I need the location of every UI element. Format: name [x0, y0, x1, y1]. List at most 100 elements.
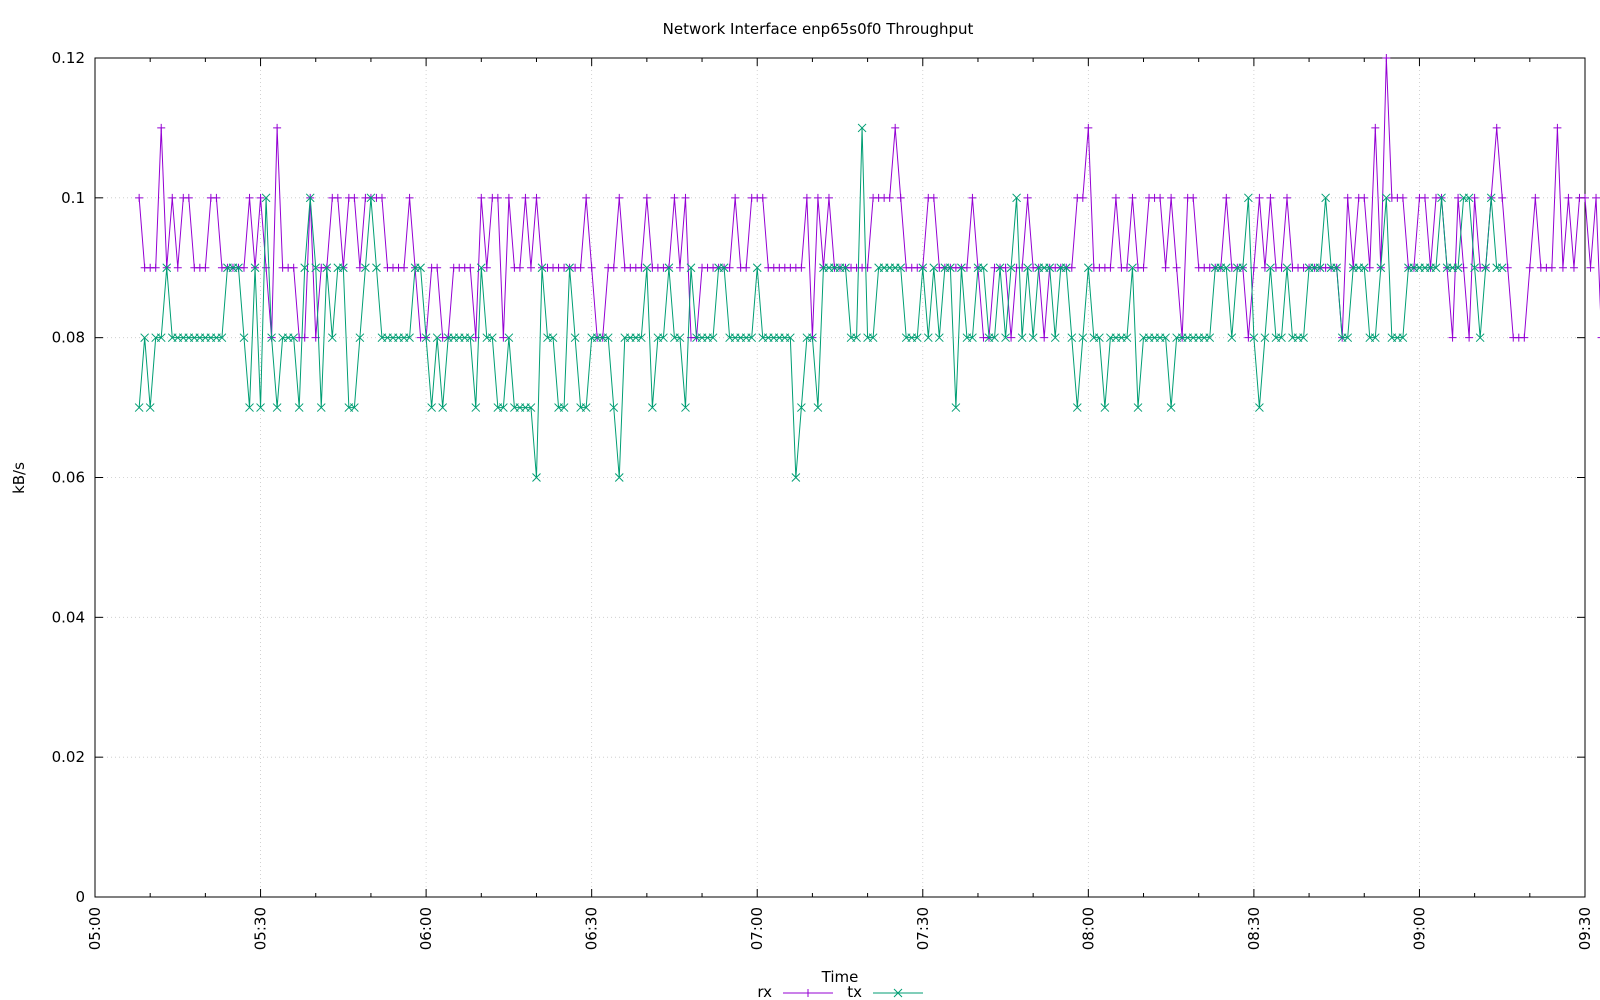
data-point-tx	[1315, 263, 1325, 273]
series-rx	[135, 54, 1600, 342]
data-point-tx	[350, 403, 359, 412]
data-point-rx	[477, 193, 486, 202]
data-point-tx	[1061, 263, 1071, 273]
data-point-tx	[1453, 263, 1463, 273]
data-point-rx	[1277, 263, 1286, 272]
data-point-tx	[1100, 403, 1110, 412]
data-point-rx	[405, 193, 414, 202]
data-point-rx	[1111, 193, 1120, 202]
data-point-tx	[968, 333, 977, 343]
data-point-rx	[797, 263, 806, 272]
data-point-rx	[400, 263, 409, 272]
data-point-rx	[1067, 263, 1076, 272]
data-point-rx	[742, 263, 751, 272]
data-point-rx	[1569, 263, 1578, 272]
data-point-rx	[1398, 193, 1407, 202]
data-point-rx	[1078, 193, 1087, 202]
data-point-tx	[565, 263, 574, 273]
data-point-rx	[433, 263, 442, 272]
x-tick-label: 08:00	[1079, 907, 1097, 950]
data-point-rx	[1343, 193, 1352, 202]
data-point-tx	[526, 403, 536, 412]
data-point-tx	[1244, 193, 1253, 203]
data-point-rx	[515, 263, 524, 272]
data-point-tx	[361, 263, 370, 273]
data-point-tx	[1370, 333, 1380, 343]
data-point-tx	[1249, 333, 1259, 343]
data-point-tx	[300, 263, 310, 273]
data-point-tx	[636, 333, 646, 343]
data-point-tx	[659, 333, 668, 343]
data-point-tx	[438, 403, 448, 412]
data-point-tx	[857, 123, 867, 133]
data-point-rx	[609, 263, 618, 272]
data-point-tx	[532, 473, 541, 482]
x-tick-label: 05:00	[86, 907, 104, 950]
y-tick-label: 0.04	[52, 608, 85, 626]
data-point-tx	[1128, 263, 1137, 273]
data-point-rx	[245, 193, 254, 202]
data-point-tx	[979, 263, 988, 273]
data-point-rx	[184, 193, 193, 202]
data-point-rx	[1498, 193, 1507, 202]
data-point-rx	[151, 263, 160, 272]
data-point-tx	[487, 333, 497, 343]
data-point-rx	[201, 263, 210, 272]
data-point-tx	[471, 403, 481, 412]
data-point-rx	[333, 193, 342, 202]
data-point-rx	[289, 263, 298, 272]
data-point-tx	[1017, 333, 1027, 343]
data-point-rx	[1084, 123, 1093, 132]
data-point-rx	[377, 193, 386, 202]
data-point-tx	[272, 403, 282, 412]
data-point-tx	[570, 333, 580, 343]
data-point-rx	[168, 193, 177, 202]
data-point-rx	[615, 193, 624, 202]
data-point-tx	[156, 333, 166, 343]
data-point-tx	[609, 403, 619, 412]
data-point-rx	[802, 193, 811, 202]
data-point-tx	[1464, 193, 1474, 203]
data-point-rx	[135, 193, 144, 202]
data-point-rx	[1023, 193, 1032, 202]
data-point-tx	[427, 403, 436, 412]
data-point-rx	[240, 263, 248, 272]
data-point-tx	[752, 263, 762, 273]
series-line-tx	[138, 127, 1503, 478]
y-tick-label: 0.02	[52, 748, 85, 766]
data-point-tx	[747, 333, 757, 343]
data-point-rx	[962, 263, 971, 272]
data-point-rx	[758, 193, 767, 202]
data-point-tx	[267, 333, 276, 343]
data-point-rx	[1360, 193, 1369, 202]
data-point-rx	[173, 263, 182, 272]
data-point-rx	[526, 263, 535, 272]
data-point-rx	[482, 263, 491, 272]
data-point-tx	[1437, 193, 1446, 203]
data-point-tx	[648, 403, 657, 412]
data-point-rx	[681, 193, 690, 202]
data-point-rx	[1581, 193, 1589, 202]
legend-label-tx: tx	[847, 983, 862, 1000]
data-point-rx	[637, 263, 646, 272]
data-point-tx	[1001, 333, 1010, 343]
data-point-tx	[559, 403, 569, 412]
data-point-rx	[1465, 333, 1474, 342]
data-point-rx	[256, 193, 265, 202]
data-point-tx	[868, 333, 878, 343]
data-point-rx	[1222, 193, 1231, 202]
data-point-rx	[521, 193, 530, 202]
x-tick-label: 08:30	[1245, 907, 1263, 950]
data-point-tx	[405, 333, 414, 343]
data-point-tx	[134, 403, 144, 412]
data-point-tx	[1359, 263, 1369, 273]
data-point-tx	[1166, 403, 1176, 412]
data-point-rx	[493, 193, 502, 202]
data-point-tx	[476, 263, 486, 273]
data-point-tx	[1381, 193, 1391, 203]
data-point-tx	[642, 263, 652, 273]
data-point-tx	[1332, 263, 1342, 273]
data-point-rx	[642, 193, 651, 202]
data-point-tx	[499, 403, 508, 412]
chart-title: Network Interface enp65s0f0 Throughput	[663, 20, 974, 38]
